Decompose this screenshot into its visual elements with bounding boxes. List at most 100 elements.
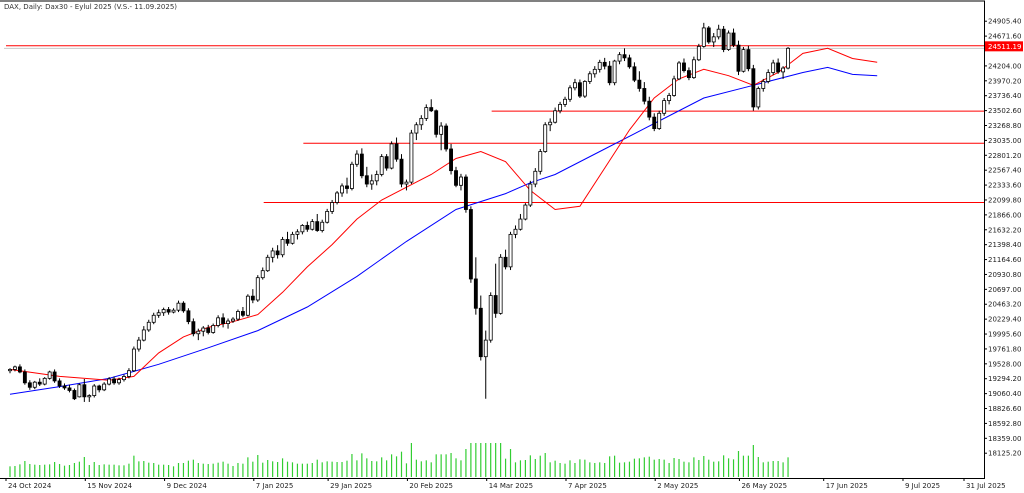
candle — [290, 231, 295, 245]
candle-body — [582, 81, 587, 97]
candle-body — [260, 270, 265, 279]
candle — [72, 388, 77, 401]
candle-body — [151, 314, 156, 323]
candle-body — [672, 78, 676, 96]
current-price-tag: 24511.19 — [985, 41, 1023, 52]
candle — [587, 71, 592, 84]
candle-body — [439, 125, 444, 135]
candle-body — [379, 156, 384, 175]
candle — [548, 118, 553, 132]
candle — [756, 86, 761, 110]
candle-body — [359, 153, 364, 177]
candle-body — [290, 233, 295, 244]
candle — [518, 213, 523, 231]
candle-body — [127, 370, 131, 377]
candle-body — [236, 311, 240, 320]
candle — [87, 394, 92, 402]
candle — [577, 79, 582, 99]
candle-body — [47, 371, 52, 379]
candle — [47, 370, 52, 380]
candle-body — [573, 82, 577, 89]
candle — [240, 306, 245, 318]
candle-body — [171, 309, 176, 313]
x-tick-label: 7 Jan 2025 — [256, 482, 294, 490]
volume-bars — [9, 443, 789, 477]
candle-body — [161, 309, 166, 314]
candle — [330, 199, 335, 214]
candle-body — [32, 381, 37, 388]
candle-body — [553, 110, 558, 123]
x-tick-label: 26 May 2025 — [741, 482, 787, 490]
candle — [82, 378, 87, 402]
candle-body — [345, 185, 349, 189]
y-tick-label: 22801.20 — [988, 152, 1021, 160]
y-tick-label: 22567.40 — [988, 167, 1021, 175]
candle-body — [637, 79, 642, 89]
candle — [37, 378, 42, 387]
candle-body — [543, 124, 548, 152]
candle — [488, 292, 493, 343]
candle-body — [781, 67, 786, 73]
candle — [345, 177, 349, 194]
candle — [528, 180, 533, 207]
candle — [310, 219, 315, 231]
candle — [171, 308, 176, 314]
candle-body — [706, 27, 711, 43]
candle — [275, 245, 280, 259]
candle-body — [330, 202, 335, 212]
candle — [255, 275, 260, 302]
candle-body — [498, 256, 503, 314]
candle-body — [107, 378, 112, 385]
candle — [325, 208, 330, 224]
candle — [637, 71, 642, 92]
candle-body — [335, 192, 340, 203]
candle-body — [320, 221, 325, 231]
candle-body — [607, 65, 612, 84]
candle — [627, 54, 632, 69]
candle-body — [473, 278, 478, 309]
candle — [721, 26, 726, 53]
candle-body — [112, 378, 117, 384]
candle-body — [667, 95, 672, 101]
candle — [335, 191, 340, 205]
candle-body — [612, 60, 617, 84]
candle — [186, 308, 191, 325]
candle — [340, 183, 344, 197]
y-tick-label: 18826.60 — [988, 405, 1021, 413]
candle — [354, 150, 359, 167]
x-tick-label: 9 Dec 2024 — [167, 482, 208, 490]
candle — [176, 300, 181, 313]
candle — [359, 148, 364, 179]
y-tick-label: 24905.40 — [988, 18, 1021, 26]
candle — [444, 123, 449, 152]
y-tick-label: 19995.60 — [988, 331, 1021, 339]
candle — [270, 247, 275, 263]
candle — [42, 377, 47, 386]
candle-body — [136, 339, 141, 350]
candle — [384, 154, 389, 171]
candle-body — [726, 32, 731, 50]
y-tick-label: 19528.00 — [988, 360, 1021, 368]
candle — [107, 377, 112, 386]
candle-body — [92, 385, 97, 396]
candle — [32, 380, 37, 390]
candle — [231, 317, 235, 323]
candle-body — [558, 103, 563, 112]
y-tick-label: 23736.40 — [988, 92, 1021, 100]
candle-body — [463, 176, 468, 210]
candle — [320, 219, 325, 233]
candle-body — [449, 148, 453, 172]
candle — [136, 336, 141, 352]
candle-body — [459, 176, 463, 186]
candle — [13, 365, 17, 372]
candle — [216, 315, 221, 328]
y-tick-label: 19060.40 — [988, 390, 1021, 398]
candle-body — [350, 163, 354, 189]
candle-body — [82, 384, 87, 398]
candle-body — [72, 390, 77, 400]
candle — [652, 113, 657, 132]
y-tick-label: 24671.60 — [988, 33, 1021, 41]
candle-body — [354, 153, 359, 165]
candle — [642, 82, 647, 105]
candle-body — [8, 369, 12, 372]
